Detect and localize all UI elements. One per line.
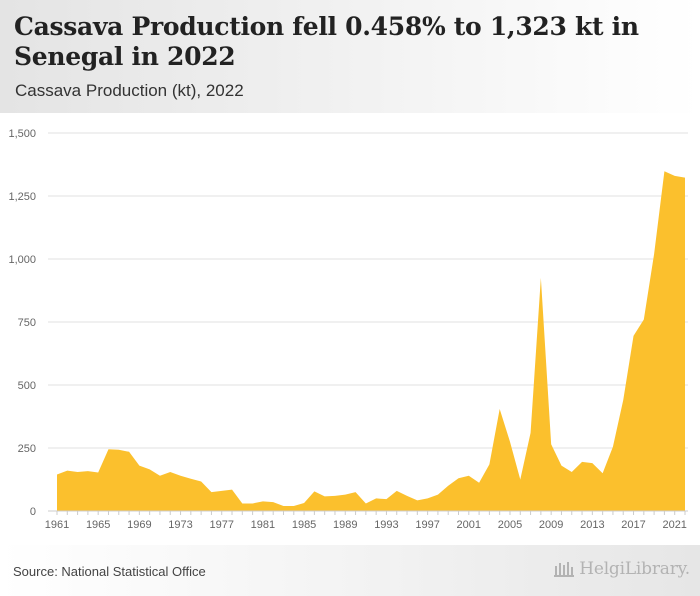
data-point-1978 xyxy=(230,488,234,492)
x-tick-label: 2005 xyxy=(498,519,522,531)
data-point-2002 xyxy=(477,481,481,485)
data-point-1964 xyxy=(86,469,90,473)
y-tick-label: 0 xyxy=(30,506,36,518)
data-point-2004 xyxy=(498,407,502,411)
y-tick-label: 250 xyxy=(18,443,36,455)
x-tick-label: 2017 xyxy=(621,519,645,531)
y-tick-label: 1,250 xyxy=(8,191,36,203)
y-tick-label: 1,000 xyxy=(8,254,36,266)
data-point-1999 xyxy=(446,484,450,488)
data-point-1969 xyxy=(137,464,141,468)
x-tick-label: 2013 xyxy=(580,519,604,531)
x-tick-label: 1969 xyxy=(127,519,151,531)
data-point-2007 xyxy=(529,431,533,435)
data-point-2014 xyxy=(601,471,605,475)
data-point-1970 xyxy=(148,467,152,471)
data-point-1994 xyxy=(395,489,399,493)
brand-logo[interactable]: HelgiLibrary. xyxy=(553,559,690,579)
chart-title: Cassava Production fell 0.458% to 1,323 … xyxy=(14,12,639,71)
data-point-1998 xyxy=(436,493,440,497)
series-area xyxy=(57,171,685,512)
data-point-1985 xyxy=(302,501,306,505)
data-point-2000 xyxy=(457,476,461,480)
plot-area: 0 250 500 750 1,000 1,250 1,500 1961 1965 1969 197… xyxy=(0,113,700,545)
data-point-2021 xyxy=(673,174,677,178)
data-point-1997 xyxy=(426,496,430,500)
data-point-2022 xyxy=(683,176,687,180)
data-point-1965 xyxy=(96,470,100,474)
brand-name: HelgiLibrary. xyxy=(579,559,690,579)
data-point-2016 xyxy=(621,398,625,402)
data-point-1980 xyxy=(251,501,255,505)
data-point-2009 xyxy=(549,442,553,446)
x-tick-label: 2009 xyxy=(539,519,563,531)
source-note: Source: National Statistical Office xyxy=(13,564,206,579)
chart-subtitle: Cassava Production (kt), 2022 xyxy=(15,81,244,100)
footer: Source: National Statistical Office Helg… xyxy=(0,545,700,596)
data-point-1961 xyxy=(55,472,59,476)
data-point-1996 xyxy=(415,498,419,502)
data-point-1973 xyxy=(179,474,183,478)
data-point-2012 xyxy=(580,460,584,464)
y-tick-label: 500 xyxy=(18,380,36,392)
data-point-1991 xyxy=(364,501,368,505)
area-chart: 0 250 500 750 1,000 1,250 1,500 1961 1965 1969 197… xyxy=(8,128,688,531)
library-icon xyxy=(554,562,575,577)
x-tick-label: 2001 xyxy=(457,519,481,531)
data-point-2010 xyxy=(559,464,563,468)
data-point-2011 xyxy=(570,470,574,474)
data-point-1968 xyxy=(127,450,131,454)
data-point-1976 xyxy=(209,490,213,494)
data-point-1979 xyxy=(240,501,244,505)
data-point-2019 xyxy=(652,252,656,256)
data-point-1983 xyxy=(281,504,285,508)
data-point-1974 xyxy=(189,477,193,481)
data-point-1986 xyxy=(312,489,316,493)
x-tick-label: 1989 xyxy=(333,519,357,531)
data-point-1988 xyxy=(333,494,337,498)
x-tick-label: 1981 xyxy=(251,519,275,531)
data-point-2018 xyxy=(642,317,646,321)
data-point-1971 xyxy=(158,474,162,478)
data-point-1972 xyxy=(168,470,172,474)
data-point-1990 xyxy=(354,490,358,494)
data-point-2001 xyxy=(467,474,471,478)
data-point-1992 xyxy=(374,496,378,500)
data-point-1967 xyxy=(117,448,121,452)
data-point-2015 xyxy=(611,445,615,449)
data-point-1963 xyxy=(76,470,80,474)
x-tick-label: 1997 xyxy=(415,519,439,531)
x-tick-label: 1977 xyxy=(209,519,233,531)
data-point-2003 xyxy=(487,462,491,466)
header: Cassava Production fell 0.458% to 1,323 … xyxy=(0,0,700,113)
y-tick-label: 1,500 xyxy=(8,128,36,140)
data-point-1984 xyxy=(292,504,296,508)
data-point-2006 xyxy=(518,478,522,482)
data-point-1987 xyxy=(323,494,327,498)
data-point-2005 xyxy=(508,440,512,444)
data-point-2017 xyxy=(632,334,636,338)
x-tick-label: 1993 xyxy=(374,519,398,531)
x-tick-label: 1973 xyxy=(168,519,192,531)
x-tick-label: 2021 xyxy=(662,519,686,531)
x-tick-label: 1965 xyxy=(86,519,110,531)
data-point-2013 xyxy=(590,461,594,465)
y-tick-label: 750 xyxy=(18,317,36,329)
data-point-1982 xyxy=(271,500,275,504)
data-point-1966 xyxy=(106,447,110,451)
data-point-1989 xyxy=(343,493,347,497)
data-point-2008 xyxy=(539,276,543,280)
x-tick-label: 1985 xyxy=(292,519,316,531)
data-point-1977 xyxy=(220,489,224,493)
data-point-1993 xyxy=(384,497,388,501)
x-tick-label: 1961 xyxy=(45,519,69,531)
data-point-2020 xyxy=(662,169,666,173)
data-point-1962 xyxy=(65,469,69,473)
data-point-1975 xyxy=(199,480,203,484)
data-point-1995 xyxy=(405,494,409,498)
data-point-1981 xyxy=(261,499,265,503)
